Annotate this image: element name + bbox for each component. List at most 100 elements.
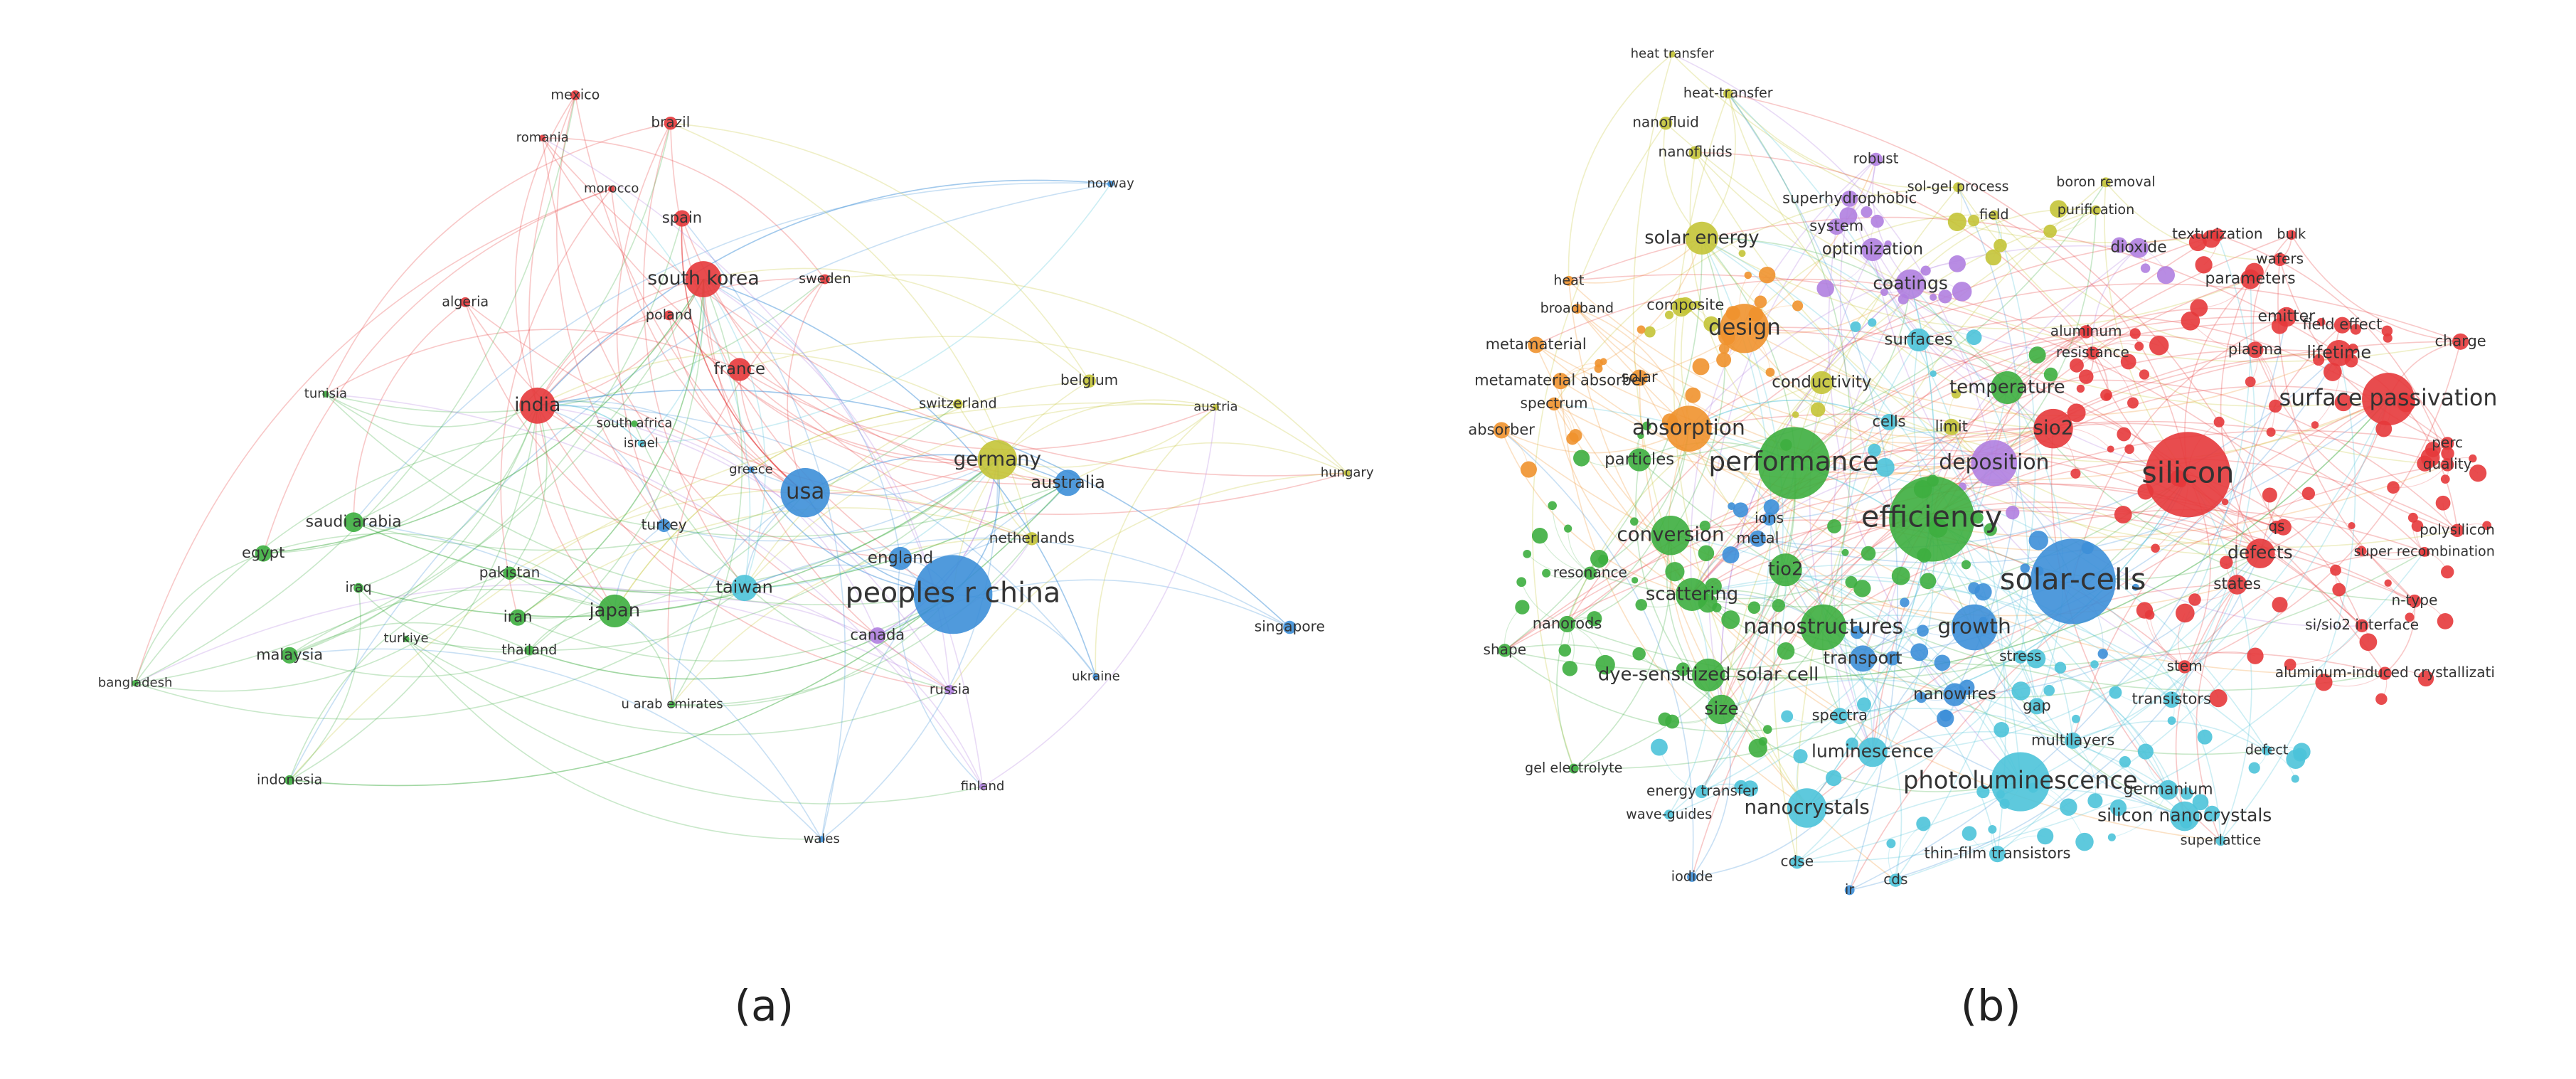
node (1758, 266, 1776, 284)
node (1861, 546, 1876, 561)
edge (1701, 238, 2021, 782)
node (1547, 397, 1561, 411)
edge (1994, 462, 2363, 627)
edge (1501, 430, 1693, 595)
node-label: photoluminescence (1903, 767, 2138, 794)
edge (1568, 53, 1673, 281)
node-label: nanorods (1533, 614, 1602, 632)
node-label: romania (516, 130, 569, 145)
edge (898, 558, 984, 787)
node (2437, 613, 2454, 629)
node (2469, 454, 2477, 463)
node (2407, 594, 2422, 608)
edge (358, 459, 998, 617)
edge (556, 95, 665, 526)
edge (824, 274, 1348, 474)
edge (1863, 353, 2340, 659)
node (2387, 481, 2400, 494)
node-label: silicon (2141, 455, 2234, 489)
node-label: transistors (2132, 690, 2211, 708)
node-label: states (2213, 575, 2261, 593)
edge (2220, 353, 2356, 841)
edge (134, 584, 950, 691)
node (1943, 683, 1966, 706)
node (1951, 604, 1998, 651)
node-label: bulk (2277, 226, 2306, 243)
node-label: israel (624, 435, 659, 450)
edge (1691, 752, 1873, 878)
node (2020, 563, 2030, 573)
edge (821, 482, 1068, 840)
node-label: robust (1853, 149, 1899, 166)
edge (1839, 474, 2189, 717)
edge (464, 302, 1348, 515)
edge (358, 588, 530, 653)
node (2334, 393, 2353, 412)
node (1844, 885, 1855, 895)
node-label: algeria (442, 293, 489, 309)
node (1988, 824, 1997, 834)
node (2355, 619, 2369, 632)
edge (668, 315, 806, 494)
node (1722, 546, 1740, 564)
node (1777, 642, 1795, 660)
node (1723, 88, 1733, 99)
node (2272, 597, 2288, 613)
node (1665, 562, 1685, 582)
node-label: spectra (1812, 706, 1868, 724)
node (2313, 354, 2325, 366)
edge (289, 588, 361, 781)
node (1695, 785, 1709, 799)
edge (134, 95, 576, 684)
node (2269, 520, 2284, 534)
node (460, 297, 471, 307)
node (1991, 371, 2024, 405)
edge (1836, 226, 2093, 354)
edge (1566, 234, 2218, 624)
node (664, 310, 674, 321)
edge (1670, 238, 1726, 536)
edge (289, 218, 683, 657)
node-label: luminescence (1811, 741, 1934, 762)
node (1212, 404, 1220, 411)
node-label: dioxide (2110, 239, 2166, 257)
node-label: absorber (1468, 420, 1535, 438)
node (2359, 633, 2378, 652)
node (2134, 341, 2144, 351)
node (2050, 200, 2067, 218)
node (1025, 532, 1039, 546)
node (2316, 317, 2326, 326)
edge (1673, 93, 1808, 809)
node (2151, 543, 2160, 553)
node (2221, 498, 2229, 506)
node (2109, 686, 2122, 699)
node (2149, 335, 2169, 356)
node-label: ir (1845, 881, 1854, 898)
node-label: system (1809, 217, 1863, 235)
node-label: n-type (2392, 592, 2438, 609)
edge (668, 314, 998, 462)
node (2247, 341, 2264, 358)
node (1951, 389, 1961, 399)
node (2219, 556, 2233, 570)
node (1720, 304, 1769, 354)
node (1962, 826, 1977, 841)
edge (703, 279, 950, 691)
node (1693, 300, 1701, 309)
node (979, 783, 986, 790)
edge (1821, 382, 2389, 463)
edge (353, 403, 959, 551)
edge (528, 279, 705, 651)
node (2277, 307, 2296, 327)
node-label: aluminum (2050, 322, 2122, 339)
node-label: parameters (2205, 270, 2295, 288)
node (1947, 212, 1966, 232)
node-label: germanium (2124, 781, 2213, 799)
edge (517, 507, 1033, 618)
edge (640, 279, 706, 445)
edge (1806, 581, 2074, 809)
edge (2255, 349, 2276, 432)
node-label: purification (2058, 201, 2135, 218)
node (2087, 793, 2103, 809)
node (944, 684, 955, 695)
